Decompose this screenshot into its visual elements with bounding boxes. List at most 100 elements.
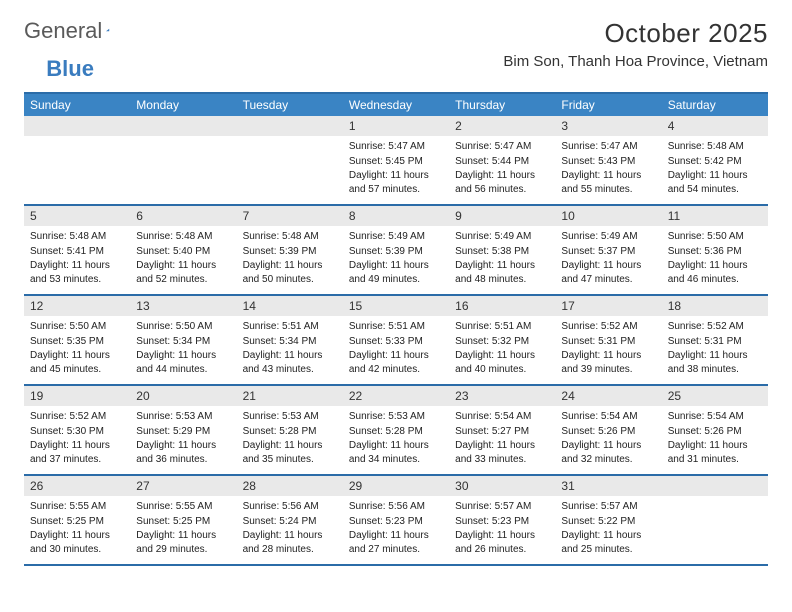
day-details: Sunrise: 5:47 AMSunset: 5:43 PMDaylight:… bbox=[555, 136, 661, 203]
day-details: Sunrise: 5:48 AMSunset: 5:40 PMDaylight:… bbox=[130, 226, 236, 293]
day-27: 27Sunrise: 5:55 AMSunset: 5:25 PMDayligh… bbox=[130, 476, 236, 564]
day-5: 5Sunrise: 5:48 AMSunset: 5:41 PMDaylight… bbox=[24, 206, 130, 294]
day-number: 27 bbox=[130, 476, 236, 496]
day-details: Sunrise: 5:51 AMSunset: 5:33 PMDaylight:… bbox=[343, 316, 449, 383]
day-details: Sunrise: 5:54 AMSunset: 5:27 PMDaylight:… bbox=[449, 406, 555, 473]
day-number: 18 bbox=[662, 296, 768, 316]
sunrise-line: Sunrise: 5:51 AM bbox=[349, 320, 443, 334]
sunset-line: Sunset: 5:45 PM bbox=[349, 155, 443, 169]
day-details: Sunrise: 5:54 AMSunset: 5:26 PMDaylight:… bbox=[555, 406, 661, 473]
sunrise-line: Sunrise: 5:48 AM bbox=[668, 140, 762, 154]
day-details: Sunrise: 5:54 AMSunset: 5:26 PMDaylight:… bbox=[662, 406, 768, 473]
dow-thursday: Thursday bbox=[449, 94, 555, 116]
daylight-line: Daylight: 11 hours and 49 minutes. bbox=[349, 259, 443, 286]
day-number: 17 bbox=[555, 296, 661, 316]
day-details: Sunrise: 5:53 AMSunset: 5:29 PMDaylight:… bbox=[130, 406, 236, 473]
daylight-line: Daylight: 11 hours and 36 minutes. bbox=[136, 439, 230, 466]
daylight-line: Daylight: 11 hours and 38 minutes. bbox=[668, 349, 762, 376]
day-number: 21 bbox=[237, 386, 343, 406]
day-13: 13Sunrise: 5:50 AMSunset: 5:34 PMDayligh… bbox=[130, 296, 236, 384]
day-details: Sunrise: 5:50 AMSunset: 5:36 PMDaylight:… bbox=[662, 226, 768, 293]
sunset-line: Sunset: 5:36 PM bbox=[668, 245, 762, 259]
brand-logo: General bbox=[24, 18, 128, 44]
sunset-line: Sunset: 5:32 PM bbox=[455, 335, 549, 349]
sunset-line: Sunset: 5:44 PM bbox=[455, 155, 549, 169]
day-details: Sunrise: 5:50 AMSunset: 5:34 PMDaylight:… bbox=[130, 316, 236, 383]
daylight-line: Daylight: 11 hours and 57 minutes. bbox=[349, 169, 443, 196]
sunrise-line: Sunrise: 5:50 AM bbox=[30, 320, 124, 334]
day-8: 8Sunrise: 5:49 AMSunset: 5:39 PMDaylight… bbox=[343, 206, 449, 294]
day-details: Sunrise: 5:47 AMSunset: 5:45 PMDaylight:… bbox=[343, 136, 449, 203]
day-10: 10Sunrise: 5:49 AMSunset: 5:37 PMDayligh… bbox=[555, 206, 661, 294]
day-details: Sunrise: 5:53 AMSunset: 5:28 PMDaylight:… bbox=[343, 406, 449, 473]
day-number: 29 bbox=[343, 476, 449, 496]
day-details: Sunrise: 5:53 AMSunset: 5:28 PMDaylight:… bbox=[237, 406, 343, 473]
day-14: 14Sunrise: 5:51 AMSunset: 5:34 PMDayligh… bbox=[237, 296, 343, 384]
week-row: 26Sunrise: 5:55 AMSunset: 5:25 PMDayligh… bbox=[24, 476, 768, 566]
day-15: 15Sunrise: 5:51 AMSunset: 5:33 PMDayligh… bbox=[343, 296, 449, 384]
day-details: Sunrise: 5:47 AMSunset: 5:44 PMDaylight:… bbox=[449, 136, 555, 203]
sunrise-line: Sunrise: 5:48 AM bbox=[136, 230, 230, 244]
day-number bbox=[662, 476, 768, 496]
day-details: Sunrise: 5:57 AMSunset: 5:22 PMDaylight:… bbox=[555, 496, 661, 563]
sunrise-line: Sunrise: 5:48 AM bbox=[243, 230, 337, 244]
sunrise-line: Sunrise: 5:52 AM bbox=[668, 320, 762, 334]
sunset-line: Sunset: 5:31 PM bbox=[561, 335, 655, 349]
day-16: 16Sunrise: 5:51 AMSunset: 5:32 PMDayligh… bbox=[449, 296, 555, 384]
weeks-container: 1Sunrise: 5:47 AMSunset: 5:45 PMDaylight… bbox=[24, 116, 768, 566]
daylight-line: Daylight: 11 hours and 26 minutes. bbox=[455, 529, 549, 556]
location-text: Bim Son, Thanh Hoa Province, Vietnam bbox=[503, 53, 768, 70]
day-number: 7 bbox=[237, 206, 343, 226]
sunrise-line: Sunrise: 5:55 AM bbox=[136, 500, 230, 514]
day-4: 4Sunrise: 5:48 AMSunset: 5:42 PMDaylight… bbox=[662, 116, 768, 204]
daylight-line: Daylight: 11 hours and 39 minutes. bbox=[561, 349, 655, 376]
sunrise-line: Sunrise: 5:50 AM bbox=[668, 230, 762, 244]
day-12: 12Sunrise: 5:50 AMSunset: 5:35 PMDayligh… bbox=[24, 296, 130, 384]
day-number: 31 bbox=[555, 476, 661, 496]
daylight-line: Daylight: 11 hours and 44 minutes. bbox=[136, 349, 230, 376]
day-number: 15 bbox=[343, 296, 449, 316]
sunset-line: Sunset: 5:39 PM bbox=[243, 245, 337, 259]
day-number: 28 bbox=[237, 476, 343, 496]
sunset-line: Sunset: 5:24 PM bbox=[243, 515, 337, 529]
day-22: 22Sunrise: 5:53 AMSunset: 5:28 PMDayligh… bbox=[343, 386, 449, 474]
sunset-line: Sunset: 5:33 PM bbox=[349, 335, 443, 349]
day-number: 25 bbox=[662, 386, 768, 406]
daylight-line: Daylight: 11 hours and 55 minutes. bbox=[561, 169, 655, 196]
day-empty bbox=[130, 116, 236, 204]
sunrise-line: Sunrise: 5:51 AM bbox=[455, 320, 549, 334]
brand-part2: Blue bbox=[46, 56, 94, 82]
day-number: 10 bbox=[555, 206, 661, 226]
day-details: Sunrise: 5:49 AMSunset: 5:39 PMDaylight:… bbox=[343, 226, 449, 293]
week-row: 1Sunrise: 5:47 AMSunset: 5:45 PMDaylight… bbox=[24, 116, 768, 206]
day-details: Sunrise: 5:50 AMSunset: 5:35 PMDaylight:… bbox=[24, 316, 130, 383]
day-31: 31Sunrise: 5:57 AMSunset: 5:22 PMDayligh… bbox=[555, 476, 661, 564]
sunrise-line: Sunrise: 5:57 AM bbox=[455, 500, 549, 514]
day-19: 19Sunrise: 5:52 AMSunset: 5:30 PMDayligh… bbox=[24, 386, 130, 474]
day-number: 6 bbox=[130, 206, 236, 226]
daylight-line: Daylight: 11 hours and 40 minutes. bbox=[455, 349, 549, 376]
day-number: 23 bbox=[449, 386, 555, 406]
day-20: 20Sunrise: 5:53 AMSunset: 5:29 PMDayligh… bbox=[130, 386, 236, 474]
sunset-line: Sunset: 5:27 PM bbox=[455, 425, 549, 439]
sunset-line: Sunset: 5:23 PM bbox=[349, 515, 443, 529]
day-number: 30 bbox=[449, 476, 555, 496]
title-block: October 2025 Bim Son, Thanh Hoa Province… bbox=[503, 18, 768, 70]
day-21: 21Sunrise: 5:53 AMSunset: 5:28 PMDayligh… bbox=[237, 386, 343, 474]
sunrise-line: Sunrise: 5:56 AM bbox=[243, 500, 337, 514]
dow-header-row: SundayMondayTuesdayWednesdayThursdayFrid… bbox=[24, 94, 768, 116]
sunset-line: Sunset: 5:40 PM bbox=[136, 245, 230, 259]
day-details: Sunrise: 5:52 AMSunset: 5:30 PMDaylight:… bbox=[24, 406, 130, 473]
day-3: 3Sunrise: 5:47 AMSunset: 5:43 PMDaylight… bbox=[555, 116, 661, 204]
sunrise-line: Sunrise: 5:53 AM bbox=[243, 410, 337, 424]
sunset-line: Sunset: 5:26 PM bbox=[668, 425, 762, 439]
daylight-line: Daylight: 11 hours and 45 minutes. bbox=[30, 349, 124, 376]
sunset-line: Sunset: 5:35 PM bbox=[30, 335, 124, 349]
dow-friday: Friday bbox=[555, 94, 661, 116]
sunset-line: Sunset: 5:37 PM bbox=[561, 245, 655, 259]
day-details: Sunrise: 5:48 AMSunset: 5:39 PMDaylight:… bbox=[237, 226, 343, 293]
sunrise-line: Sunrise: 5:47 AM bbox=[561, 140, 655, 154]
sunset-line: Sunset: 5:26 PM bbox=[561, 425, 655, 439]
sunset-line: Sunset: 5:42 PM bbox=[668, 155, 762, 169]
daylight-line: Daylight: 11 hours and 37 minutes. bbox=[30, 439, 124, 466]
